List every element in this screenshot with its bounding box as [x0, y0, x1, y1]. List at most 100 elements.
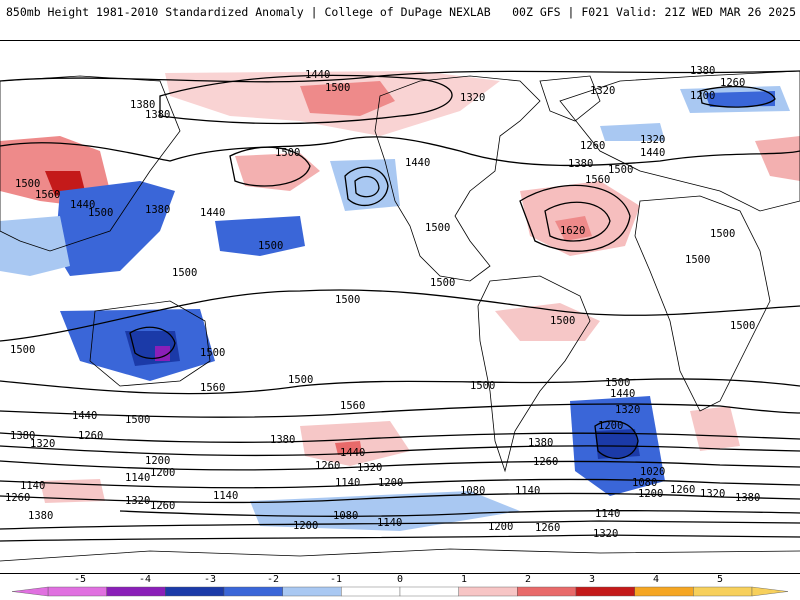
label-1500: 1500 — [88, 207, 113, 219]
label-1380: 1380 — [10, 430, 35, 442]
colorbar-swatch — [341, 586, 401, 597]
label-1440: 1440 — [640, 147, 665, 159]
label-1560: 1560 — [585, 174, 610, 186]
label-1380: 1380 — [528, 437, 553, 449]
contour-1500-north-pacific-high — [229, 146, 311, 187]
label-1500: 1500 — [258, 240, 283, 252]
label-1320: 1320 — [700, 488, 725, 500]
label-1320: 1320 — [357, 462, 382, 474]
label-1500: 1500 — [10, 344, 35, 356]
label-1440: 1440 — [405, 157, 430, 169]
label-1380: 1380 — [735, 492, 760, 504]
run-info: 00Z GFS | F021 Valid: 21Z WED MAR 26 202… — [512, 5, 796, 19]
neg-anom-pacific-ne — [215, 216, 305, 256]
coast-eurasia — [559, 70, 800, 212]
contour-low-australia — [129, 326, 176, 360]
label-1440: 1440 — [200, 207, 225, 219]
colorbar-tick: 2 — [524, 574, 532, 585]
contour-1200-antarctic — [0, 520, 800, 530]
label-1320: 1320 — [460, 92, 485, 104]
map-title: 850mb Height 1981-2010 Standardized Anom… — [6, 5, 491, 19]
label-1440: 1440 — [610, 388, 635, 400]
colorbar-swatch — [575, 586, 635, 597]
label-1500: 1500 — [685, 254, 710, 266]
colorbar-max-arrow — [751, 586, 789, 597]
pos-anom-europe-east — [755, 136, 800, 181]
label-1320: 1320 — [125, 495, 150, 507]
colorbar-tick: 0 — [396, 574, 404, 585]
label-1320: 1320 — [593, 528, 618, 540]
header-bar: 850mb Height 1981-2010 Standardized Anom… — [0, 0, 800, 26]
contour-low-s-atlantic — [594, 420, 639, 460]
label-1140: 1140 — [377, 517, 402, 529]
label-1500: 1500 — [425, 222, 450, 234]
colorbar-swatch — [282, 586, 342, 597]
label-1380: 1380 — [145, 109, 170, 121]
colorbar-swatches — [11, 586, 789, 597]
contour-labels: 1440 1380 1260 1500 1320 1320 1200 1380 … — [5, 65, 760, 540]
label-1200: 1200 — [145, 455, 170, 467]
pos-anom-pacific-north-core — [300, 81, 395, 116]
label-1380: 1380 — [145, 204, 170, 216]
anomaly-shading — [0, 71, 800, 531]
contour-1260-south — [0, 460, 800, 471]
label-1260: 1260 — [533, 456, 558, 468]
label-1200: 1200 — [488, 521, 513, 533]
label-1320: 1320 — [590, 85, 615, 97]
contour-1500-pacific — [0, 136, 800, 167]
pos-anom-alaska — [235, 153, 320, 191]
label-1260: 1260 — [78, 430, 103, 442]
colorbar-swatch — [458, 586, 518, 597]
contour-low-gulf-alaska — [344, 166, 389, 207]
contour-1500-south — [0, 378, 800, 395]
label-1500: 1500 — [325, 82, 350, 94]
colorbar-swatch — [634, 586, 694, 597]
label-1140: 1140 — [515, 485, 540, 497]
colorbar-min-arrow — [11, 586, 49, 597]
contour-1380-south — [0, 432, 800, 443]
colorbar-swatch — [693, 586, 753, 597]
label-1260: 1260 — [535, 522, 560, 534]
label-1020: 1020 — [640, 466, 665, 478]
coastlines — [0, 70, 800, 562]
label-1260: 1260 — [150, 500, 175, 512]
colorbar-tick: 1 — [460, 574, 468, 585]
colorbar-tick: -1 — [329, 574, 343, 585]
label-1080: 1080 — [460, 485, 485, 497]
colorbar-swatch — [106, 586, 166, 597]
pos-anom-south-pacific-core — [335, 441, 362, 455]
contour-1560-atlantic — [544, 201, 611, 242]
label-1380: 1380 — [28, 510, 53, 522]
colorbar-swatch — [399, 586, 459, 597]
coast-asia-west — [0, 75, 181, 252]
colorbar-swatch — [517, 586, 577, 597]
label-1200: 1200 — [378, 477, 403, 489]
colorbar-tick: -5 — [73, 574, 87, 585]
label-1560: 1560 — [340, 400, 365, 412]
colorbar-tick: 3 — [588, 574, 596, 585]
label-1260: 1260 — [315, 460, 340, 472]
neg-anom-scandinavia-core — [705, 91, 775, 107]
contour-1140-south — [0, 492, 800, 504]
label-1380: 1380 — [130, 99, 155, 111]
label-1500: 1500 — [172, 267, 197, 279]
contour-low-gulf-alaska-inner — [354, 175, 380, 198]
colorbar-swatch — [165, 586, 225, 597]
label-1500: 1500 — [125, 414, 150, 426]
label-1380: 1380 — [270, 434, 295, 446]
height-contours — [0, 70, 800, 542]
coast-australia — [89, 300, 211, 387]
label-1560: 1560 — [200, 382, 225, 394]
label-1500: 1500 — [335, 294, 360, 306]
label-1500: 1500 — [200, 347, 225, 359]
label-1320: 1320 — [640, 134, 665, 146]
label-1500: 1500 — [15, 178, 40, 190]
label-1200: 1200 — [293, 520, 318, 532]
label-1500: 1500 — [470, 380, 495, 392]
label-1620: 1620 — [560, 225, 585, 237]
contour-low-scandinavia — [699, 85, 776, 108]
coast-north-america — [374, 75, 541, 282]
label-1200: 1200 — [598, 420, 623, 432]
label-1500: 1500 — [550, 315, 575, 327]
label-1320: 1320 — [615, 404, 640, 416]
